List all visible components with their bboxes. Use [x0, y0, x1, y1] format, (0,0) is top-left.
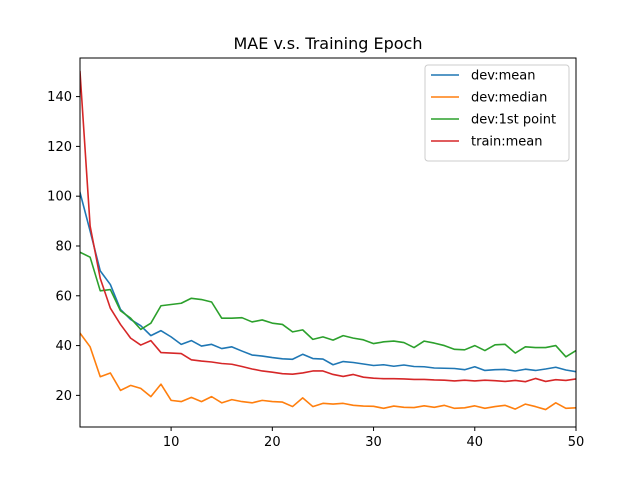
y-tick-label: 120 — [47, 140, 72, 155]
y-tick-label: 20 — [55, 389, 72, 404]
series-line-train-mean — [80, 70, 576, 383]
y-tick-label: 60 — [55, 289, 72, 304]
y-axis: 20 40 60 80 100 120 140 — [47, 90, 80, 404]
legend-label-train-mean: train:mean — [471, 135, 543, 150]
legend-label-dev-mean: dev:mean — [471, 69, 535, 84]
legend: dev:mean dev:median dev:1st point train:mea… — [424, 64, 570, 162]
y-tick-label: 40 — [55, 339, 72, 354]
x-tick-label: 30 — [365, 435, 382, 450]
y-tick-label: 140 — [47, 90, 72, 105]
x-tick-label: 10 — [163, 435, 180, 450]
series-line-dev-mean — [80, 191, 576, 373]
x-tick-label: 50 — [568, 435, 585, 450]
chart-title: MAE v.s. Training Epoch — [234, 34, 423, 53]
plot-frame — [79, 57, 577, 428]
series-line-dev-median — [80, 332, 576, 411]
series-line-dev-1st-point — [80, 251, 576, 358]
x-tick-label: 40 — [467, 435, 484, 450]
legend-box — [424, 64, 570, 162]
x-axis: 10 20 30 40 50 — [163, 427, 584, 450]
y-tick-label: 100 — [47, 190, 72, 205]
legend-label-dev-1st-point: dev:1st point — [471, 113, 556, 128]
series-layer — [80, 70, 576, 411]
legend-label-dev-median: dev:median — [471, 91, 547, 106]
x-tick-label: 20 — [264, 435, 281, 450]
y-tick-label: 80 — [55, 239, 72, 254]
